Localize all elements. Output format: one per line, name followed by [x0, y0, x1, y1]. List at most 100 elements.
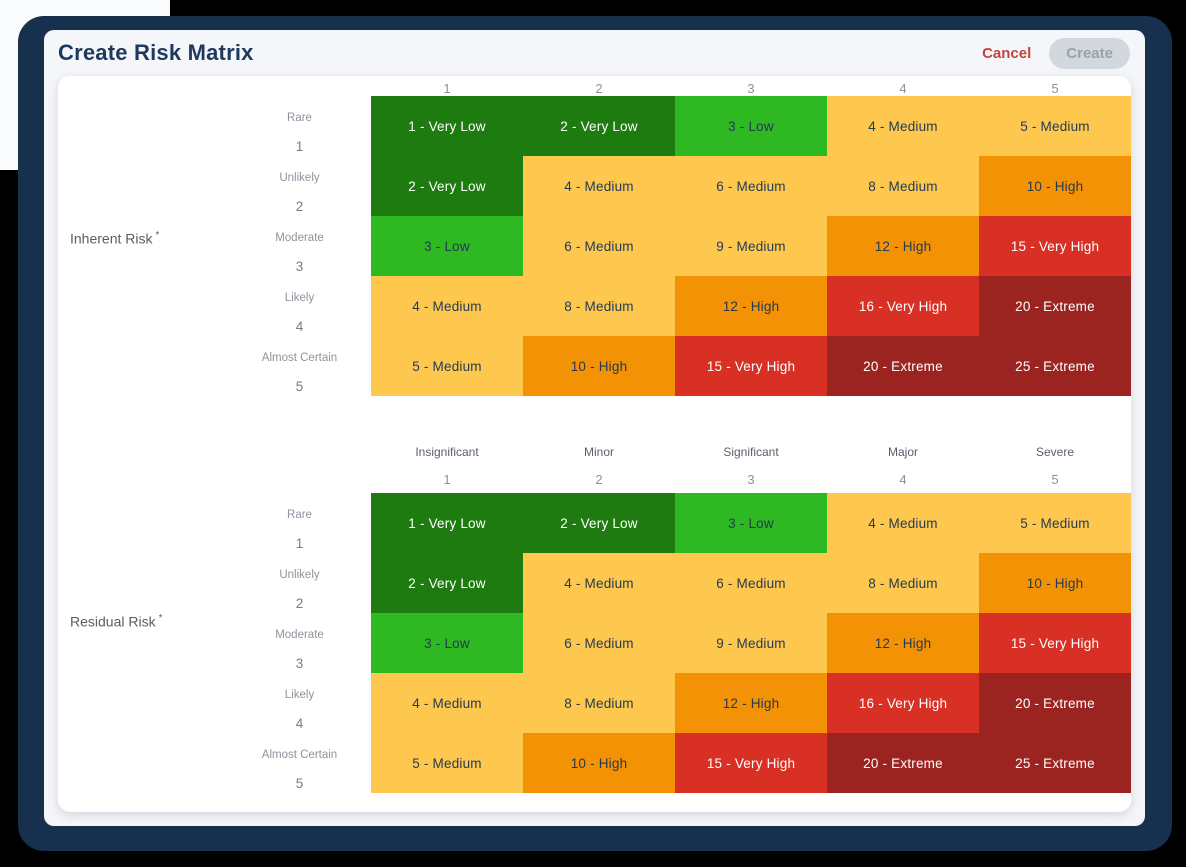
likelihood-header: Rare 1 [228, 103, 371, 163]
severity-header: 1 [371, 80, 523, 96]
matrix-cell-residual-l3-s1[interactable]: 3 - Low [371, 613, 523, 673]
likelihood-name-label: Almost Certain [261, 352, 338, 364]
matrix-cell-inherent-l2-s3[interactable]: 6 - Medium [675, 156, 827, 216]
matrix-cell-inherent-l4-s1[interactable]: 4 - Medium [371, 276, 523, 336]
matrix-cell-inherent-l5-s1[interactable]: 5 - Medium [371, 336, 523, 396]
matrix-cell-residual-l2-s2[interactable]: 4 - Medium [523, 553, 675, 613]
app-frame: Create Risk Matrix Cancel Create Inheren… [18, 16, 1172, 851]
matrix-cell-inherent-l5-s2[interactable]: 10 - High [523, 336, 675, 396]
page-title: Create Risk Matrix [58, 40, 254, 65]
matrix-cell-residual-l2-s5[interactable]: 10 - High [979, 553, 1131, 613]
matrix-cell-residual-l1-s5[interactable]: 5 - Medium [979, 493, 1131, 553]
likelihood-header: Unlikely 2 [228, 163, 371, 223]
matrix-cell-inherent-l5-s3[interactable]: 15 - Very High [675, 336, 827, 396]
matrix-cell-residual-l4-s1[interactable]: 4 - Medium [371, 673, 523, 733]
severity-value-label: 4 [899, 472, 907, 487]
matrix-cell-inherent-l2-s4[interactable]: 8 - Medium [827, 156, 979, 216]
inherent-field-label: Inherent Risk * [70, 230, 159, 247]
matrix-cell-residual-l2-s4[interactable]: 8 - Medium [827, 553, 979, 613]
likelihood-name-label: Rare [287, 112, 312, 124]
matrix-cell-residual-l1-s2[interactable]: 2 - Very Low [523, 493, 675, 553]
severity-header: Insignificant 1 [371, 445, 523, 493]
likelihood-header: Almost Certain 5 [228, 343, 371, 403]
likelihood-header: Likely 4 [228, 680, 371, 740]
matrix-cell-residual-l5-s2[interactable]: 10 - High [523, 733, 675, 793]
matrix-cell-residual-l2-s3[interactable]: 6 - Medium [675, 553, 827, 613]
severity-header: Significant 3 [675, 445, 827, 493]
severity-header: 5 [979, 80, 1131, 96]
matrix-cell-inherent-l3-s4[interactable]: 12 - High [827, 216, 979, 276]
matrix-cell-inherent-l1-s5[interactable]: 5 - Medium [979, 96, 1131, 156]
severity-header: Minor 2 [523, 445, 675, 493]
matrix-cell-residual-l4-s5[interactable]: 20 - Extreme [979, 673, 1131, 733]
matrix-cell-residual-l5-s5[interactable]: 25 - Extreme [979, 733, 1131, 793]
matrix-cell-inherent-l4-s4[interactable]: 16 - Very High [827, 276, 979, 336]
likelihood-name-label: Unlikely [279, 172, 320, 184]
matrix-cell-inherent-l2-s5[interactable]: 10 - High [979, 156, 1131, 216]
matrix-cell-inherent-l2-s2[interactable]: 4 - Medium [523, 156, 675, 216]
matrix-cell-residual-l5-s3[interactable]: 15 - Very High [675, 733, 827, 793]
severity-header: 4 [827, 80, 979, 96]
matrix-cell-residual-l5-s1[interactable]: 5 - Medium [371, 733, 523, 793]
matrix-corner-spacer [228, 80, 371, 96]
inherent-matrix-grid: 1 2 3 4 5 Rare 1 1 - Very Low 2 - Very Low 3 - Lo… [228, 80, 1131, 396]
likelihood-value-label: 3 [295, 656, 304, 671]
residual-field-label: Residual Risk * [70, 613, 163, 630]
matrix-cell-inherent-l5-s5[interactable]: 25 - Extreme [979, 336, 1131, 396]
severity-header: 2 [523, 80, 675, 96]
matrix-cell-residual-l3-s2[interactable]: 6 - Medium [523, 613, 675, 673]
severity-value-label: 5 [1051, 80, 1059, 96]
likelihood-header: Almost Certain 5 [228, 740, 371, 800]
matrix-cell-residual-l3-s3[interactable]: 9 - Medium [675, 613, 827, 673]
matrix-cell-residual-l4-s2[interactable]: 8 - Medium [523, 673, 675, 733]
required-asterisk: * [155, 229, 160, 241]
matrix-cell-inherent-l4-s2[interactable]: 8 - Medium [523, 276, 675, 336]
matrix-cell-inherent-l1-s1[interactable]: 1 - Very Low [371, 96, 523, 156]
severity-name-label: Insignificant [415, 445, 479, 459]
likelihood-name-label: Almost Certain [261, 749, 338, 761]
matrix-cell-residual-l1-s4[interactable]: 4 - Medium [827, 493, 979, 553]
severity-value-label: 2 [595, 80, 603, 96]
cancel-button[interactable]: Cancel [982, 44, 1032, 62]
matrix-cell-inherent-l3-s2[interactable]: 6 - Medium [523, 216, 675, 276]
matrix-cell-residual-l3-s4[interactable]: 12 - High [827, 613, 979, 673]
matrix-cell-inherent-l3-s5[interactable]: 15 - Very High [979, 216, 1131, 276]
severity-value-label: 1 [443, 80, 451, 96]
matrix-cell-inherent-l3-s1[interactable]: 3 - Low [371, 216, 523, 276]
likelihood-value-label: 5 [295, 379, 304, 394]
residual-matrix-grid: Insignificant 1 Minor 2 Significant 3 Major 4 Se… [228, 445, 1131, 793]
matrix-panel: Inherent Risk * 1 2 3 4 5 Rare 1 1 - Very Low 2 - … [58, 76, 1131, 812]
matrix-cell-inherent-l1-s4[interactable]: 4 - Medium [827, 96, 979, 156]
matrix-cell-residual-l2-s1[interactable]: 2 - Very Low [371, 553, 523, 613]
matrix-cell-residual-l3-s5[interactable]: 15 - Very High [979, 613, 1131, 673]
likelihood-value-label: 1 [295, 536, 304, 551]
required-asterisk: * [158, 612, 163, 624]
matrix-cell-inherent-l1-s2[interactable]: 2 - Very Low [523, 96, 675, 156]
matrix-cell-inherent-l4-s3[interactable]: 12 - High [675, 276, 827, 336]
matrix-cell-residual-l4-s4[interactable]: 16 - Very High [827, 673, 979, 733]
severity-header: Major 4 [827, 445, 979, 493]
create-risk-matrix-modal: Create Risk Matrix Cancel Create Inheren… [44, 30, 1145, 826]
matrix-cell-inherent-l2-s1[interactable]: 2 - Very Low [371, 156, 523, 216]
create-button[interactable]: Create [1049, 37, 1130, 69]
matrix-cell-inherent-l3-s3[interactable]: 9 - Medium [675, 216, 827, 276]
severity-value-label: 5 [1051, 472, 1059, 487]
severity-name-label: Significant [723, 445, 779, 459]
likelihood-value-label: 3 [295, 259, 304, 274]
matrix-cell-residual-l4-s3[interactable]: 12 - High [675, 673, 827, 733]
residual-field-label-col: Residual Risk * [58, 449, 228, 793]
severity-value-label: 1 [443, 472, 451, 487]
residual-risk-matrix: Residual Risk * Insignificant 1 Minor 2 Signif… [58, 445, 1131, 793]
severity-header: 3 [675, 80, 827, 96]
matrix-cell-residual-l1-s3[interactable]: 3 - Low [675, 493, 827, 553]
matrix-cell-residual-l5-s4[interactable]: 20 - Extreme [827, 733, 979, 793]
matrix-cell-inherent-l1-s3[interactable]: 3 - Low [675, 96, 827, 156]
inherent-field-label-col: Inherent Risk * [58, 80, 228, 396]
likelihood-name-label: Unlikely [279, 569, 320, 581]
matrix-cell-residual-l1-s1[interactable]: 1 - Very Low [371, 493, 523, 553]
matrix-cell-inherent-l5-s4[interactable]: 20 - Extreme [827, 336, 979, 396]
likelihood-header: Rare 1 [228, 500, 371, 560]
severity-header: Severe 5 [979, 445, 1131, 493]
matrix-cell-inherent-l4-s5[interactable]: 20 - Extreme [979, 276, 1131, 336]
likelihood-name-label: Moderate [275, 629, 324, 641]
